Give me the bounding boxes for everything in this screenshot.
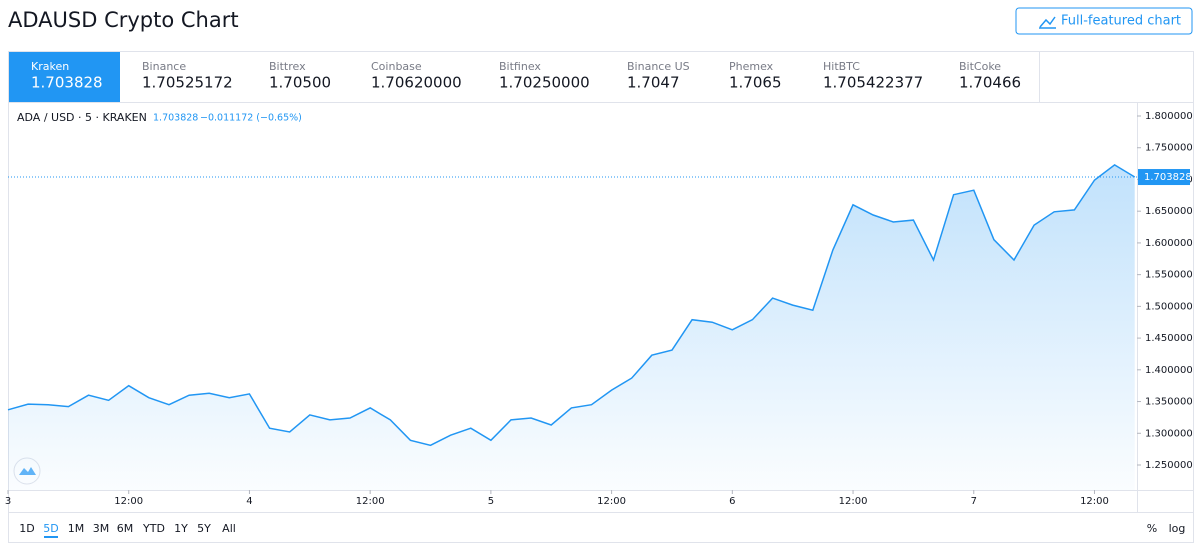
exchange-price[interactable]: 1.70525172 bbox=[142, 74, 233, 92]
symbol: ADA / USD · 5 · KRAKEN bbox=[17, 111, 147, 124]
y-tick-label: 1.400000 bbox=[1145, 365, 1193, 376]
exchange-price[interactable]: 1.70250000 bbox=[499, 74, 590, 92]
exchange-price[interactable]: 1.7065 bbox=[729, 74, 782, 92]
timeframe[interactable]: 1Y bbox=[174, 522, 188, 535]
y-tick-label: 1.300000 bbox=[1145, 428, 1193, 439]
legend-price: 1.703828 bbox=[153, 113, 198, 124]
timeframe[interactable]: 1D bbox=[19, 522, 34, 535]
exchange-tab[interactable] bbox=[801, 52, 937, 102]
exchange-name[interactable]: HitBTC bbox=[823, 60, 860, 73]
exchange-price[interactable]: 1.70500 bbox=[269, 74, 331, 92]
last-price-label: 1.703828 bbox=[1144, 172, 1192, 183]
y-tick-label: 1.500000 bbox=[1145, 301, 1193, 312]
button-label[interactable]: Full-featured chart bbox=[1061, 14, 1181, 29]
x-tick-label: 12:00 bbox=[356, 496, 385, 507]
timeframe[interactable]: 1M bbox=[68, 522, 85, 535]
x-tick-label: 12:00 bbox=[597, 496, 626, 507]
y-tick-label: 1.350000 bbox=[1145, 397, 1193, 408]
timeframe[interactable]: YTD bbox=[142, 522, 165, 535]
exchange-name[interactable]: BitCoke bbox=[959, 60, 1001, 73]
exchange-price[interactable]: 1.70620000 bbox=[371, 74, 462, 92]
x-tick-label: 12:00 bbox=[839, 496, 868, 507]
button-icon bbox=[1039, 16, 1056, 29]
exchange-tab[interactable] bbox=[605, 52, 707, 102]
x-tick-label: 3 bbox=[5, 496, 11, 507]
y-tick-label: 1.250000 bbox=[1145, 460, 1193, 471]
y-tick-label: 1.650000 bbox=[1145, 206, 1193, 217]
x-tick-label: 6 bbox=[729, 496, 735, 507]
frame bbox=[8, 51, 1194, 543]
exchange-name[interactable]: Kraken bbox=[31, 60, 69, 73]
exchange-price[interactable]: 1.703828 bbox=[31, 74, 103, 92]
exchange-tab[interactable] bbox=[707, 52, 801, 102]
timeframe[interactable]: 6M bbox=[117, 522, 134, 535]
x-tick-label: 7 bbox=[971, 496, 977, 507]
exchange-tab[interactable] bbox=[120, 52, 247, 102]
exchange-name[interactable]: Bitfinex bbox=[499, 60, 541, 73]
y-tick-label: 1.750000 bbox=[1145, 143, 1193, 154]
exchange-price[interactable]: 1.7047 bbox=[627, 74, 680, 92]
x-tick-label: 5 bbox=[488, 496, 494, 507]
y-tick-label: 1.450000 bbox=[1145, 333, 1193, 344]
exchange-price[interactable]: 1.70466 bbox=[959, 74, 1021, 92]
last-price-box bbox=[1138, 169, 1190, 186]
x-tick-label: 4 bbox=[246, 496, 252, 507]
price-line bbox=[7, 163, 1136, 447]
scale-option[interactable]: % bbox=[1147, 522, 1157, 535]
exchange-name[interactable]: Phemex bbox=[729, 60, 774, 73]
exchange-tab[interactable] bbox=[937, 52, 1039, 102]
scale-option[interactable]: log bbox=[1169, 522, 1186, 535]
x-tick-label: 12:00 bbox=[1080, 496, 1109, 507]
timeframe[interactable]: All bbox=[222, 522, 236, 535]
exchange-name[interactable]: Bittrex bbox=[269, 60, 306, 73]
exchange-name[interactable]: Binance US bbox=[627, 60, 690, 73]
exchange-tab[interactable] bbox=[247, 52, 349, 102]
timeframe[interactable]: 3M bbox=[93, 522, 110, 535]
timeframe[interactable]: 5D bbox=[43, 522, 58, 535]
full-chart-button[interactable] bbox=[1015, 7, 1193, 35]
x-tick-label: 12:00 bbox=[114, 496, 143, 507]
y-tick-label: 1.600000 bbox=[1145, 238, 1193, 249]
timeframe[interactable]: 5Y bbox=[197, 522, 211, 535]
legend-change: −0.011172 (−0.65%) bbox=[200, 113, 302, 124]
y-tick-label: 1.550000 bbox=[1145, 270, 1193, 281]
exchange-tab[interactable] bbox=[349, 52, 477, 102]
area bbox=[8, 164, 1135, 490]
exchange-name[interactable]: Binance bbox=[142, 60, 186, 73]
exchange-name[interactable]: Coinbase bbox=[371, 60, 422, 73]
exchange-price[interactable]: 1.705422377 bbox=[823, 74, 923, 92]
exchange-tab[interactable] bbox=[9, 52, 120, 102]
title: ADAUSD Crypto Chart bbox=[8, 8, 239, 32]
exchange-tab[interactable] bbox=[477, 52, 605, 102]
y-tick-label: 1.800000 bbox=[1145, 111, 1193, 122]
